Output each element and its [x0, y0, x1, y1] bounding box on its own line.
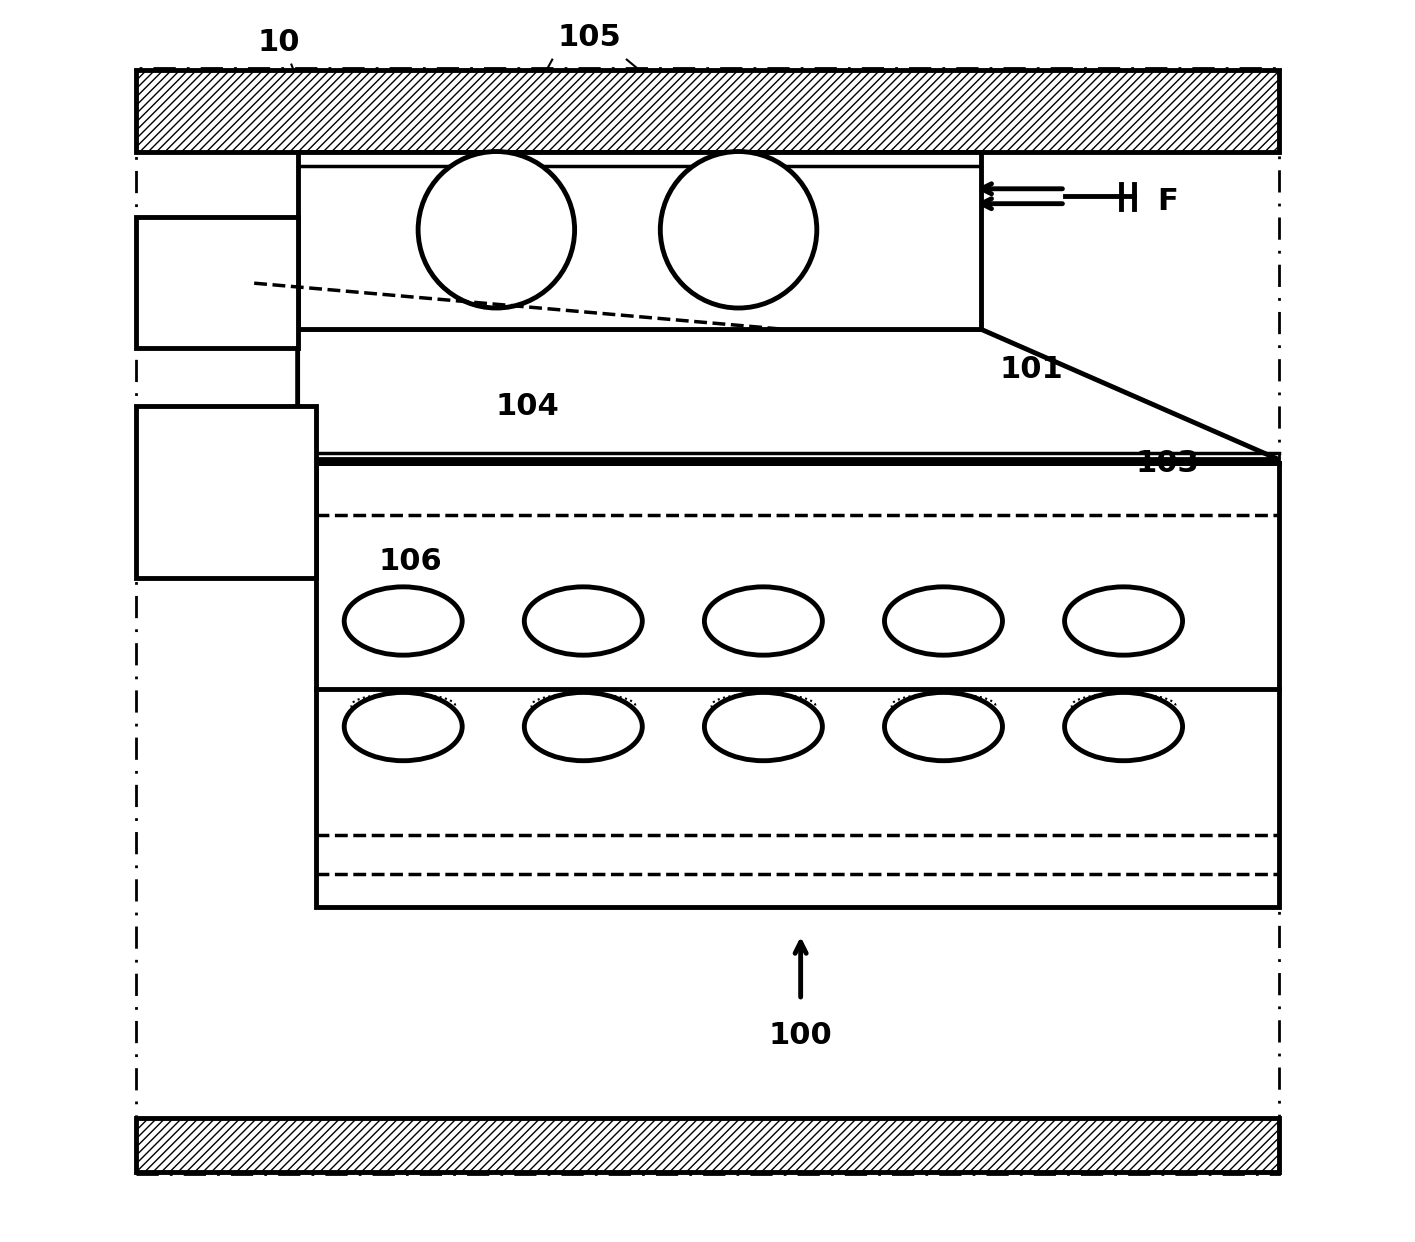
Ellipse shape [525, 693, 642, 760]
Ellipse shape [705, 693, 822, 760]
Bar [317, 463, 1279, 907]
Circle shape [417, 152, 574, 308]
Ellipse shape [705, 587, 822, 656]
Text: 100: 100 [768, 1021, 832, 1049]
Ellipse shape [525, 587, 642, 656]
Bar [136, 70, 1279, 152]
Ellipse shape [344, 587, 463, 656]
Text: 104: 104 [495, 392, 559, 421]
Text: 102: 102 [139, 465, 202, 494]
Text: 106: 106 [378, 546, 441, 576]
Text: 101: 101 [999, 355, 1063, 384]
Bar [136, 68, 1279, 1174]
Ellipse shape [344, 693, 463, 760]
Text: F: F [1157, 186, 1177, 216]
Polygon shape [297, 329, 1279, 460]
Circle shape [661, 152, 816, 308]
Bar [136, 406, 317, 578]
Text: 105: 105 [558, 24, 621, 52]
Bar [136, 217, 297, 348]
Bar [136, 1118, 1279, 1172]
Text: 10: 10 [258, 29, 300, 57]
Ellipse shape [884, 693, 1002, 760]
Ellipse shape [1064, 587, 1183, 656]
Bar [297, 152, 981, 329]
Ellipse shape [884, 587, 1002, 656]
Text: 103: 103 [1136, 448, 1200, 478]
Ellipse shape [1064, 693, 1183, 760]
